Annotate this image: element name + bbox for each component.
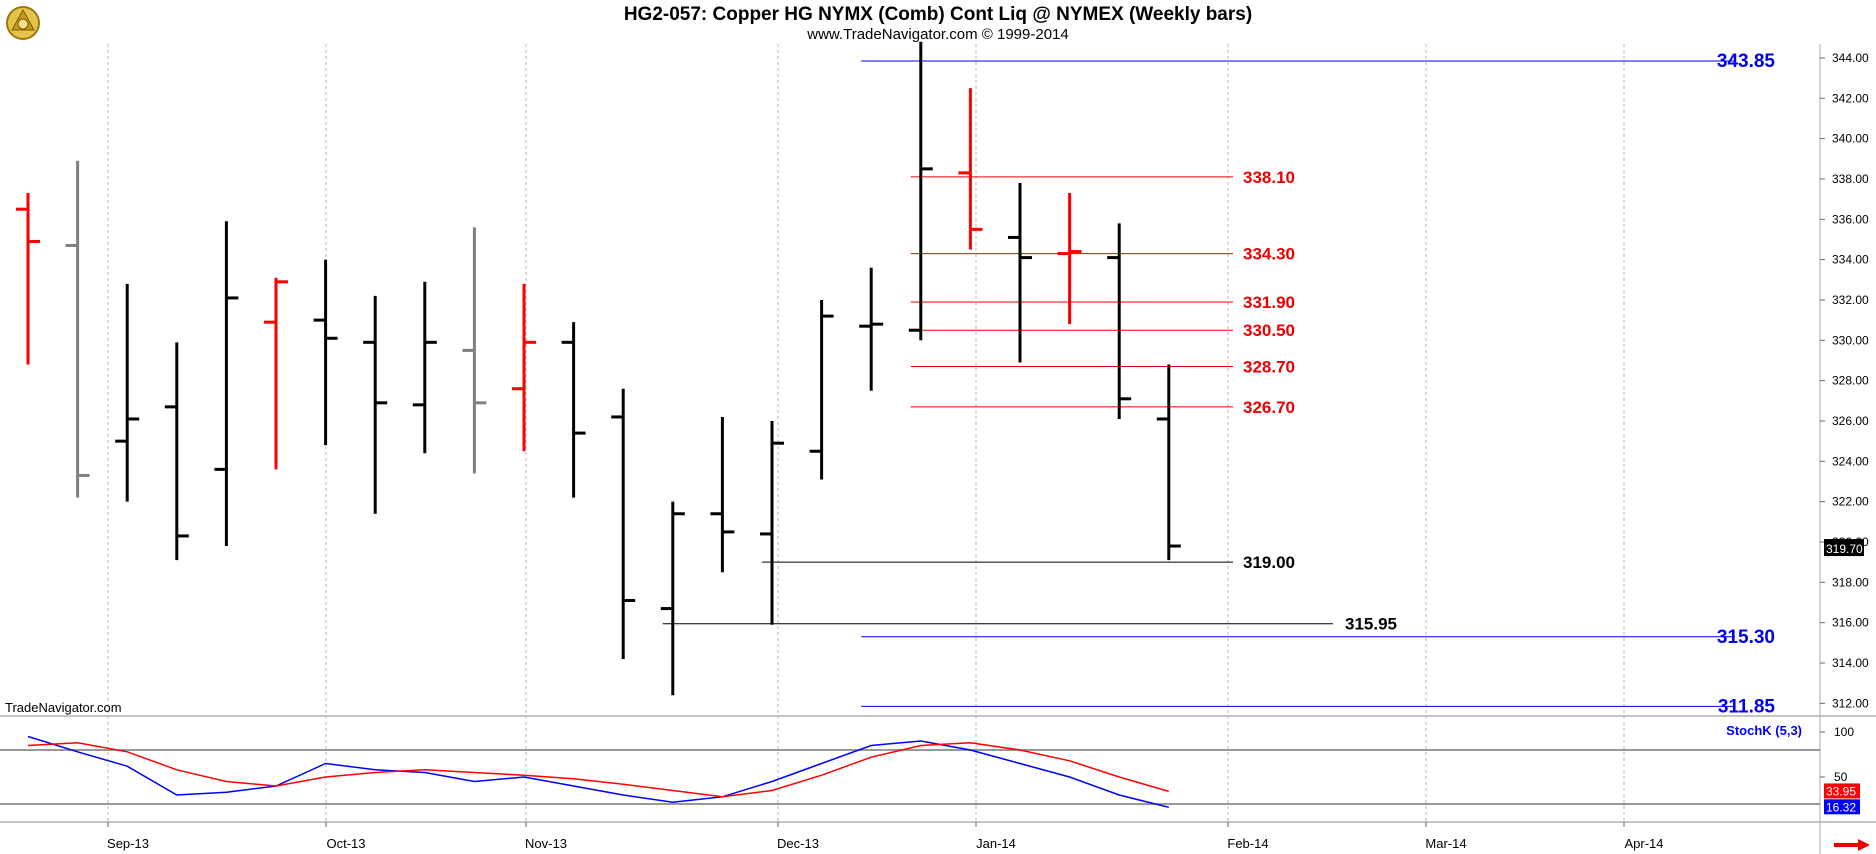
level-label: 326.70 — [1243, 398, 1295, 417]
level-label: 338.10 — [1243, 168, 1295, 187]
stoch-y-tick-label: 50 — [1834, 770, 1848, 784]
level-label: 311.85 — [1718, 696, 1775, 717]
stoch-y-tick-label: 100 — [1834, 725, 1854, 739]
stoch-k-line — [27, 735, 1169, 809]
y-tick-label: 330.00 — [1832, 333, 1869, 347]
price-panel-bg — [0, 44, 1876, 712]
x-tick-label: Sep-13 — [107, 836, 149, 851]
level-label: 315.95 — [1345, 615, 1397, 634]
level-label: 343.85 — [1717, 51, 1776, 72]
level-label: 334.30 — [1243, 245, 1295, 264]
level-label: 319.00 — [1243, 553, 1295, 572]
last-price-label: 319.70 — [1826, 542, 1863, 556]
y-tick-label: 344.00 — [1832, 51, 1869, 65]
stoch-k-value-tag — [1824, 799, 1860, 815]
chart-subtitle: www.TradeNavigator.com © 1999-2014 — [807, 26, 1069, 43]
stoch-k-value-label: 16.32 — [1826, 800, 1856, 814]
y-tick-label: 332.00 — [1832, 293, 1869, 307]
stoch-d-line — [27, 742, 1170, 798]
y-tick-label: 322.00 — [1832, 495, 1869, 509]
x-tick-label: Oct-13 — [326, 836, 365, 851]
level-label: 330.50 — [1243, 321, 1295, 340]
y-tick-label: 314.00 — [1832, 656, 1869, 670]
y-tick-label: 326.00 — [1832, 414, 1869, 428]
y-tick-label: 318.00 — [1832, 575, 1869, 589]
x-tick-label: Jan-14 — [976, 836, 1016, 851]
stoch-title: StochK (5,3) — [1726, 723, 1802, 738]
stoch-d-value-tag — [1824, 783, 1860, 799]
x-tick-label: Feb-14 — [1227, 836, 1268, 851]
y-tick-label: 324.00 — [1832, 454, 1869, 468]
level-label: 331.90 — [1243, 293, 1295, 312]
x-tick-label: Mar-14 — [1425, 836, 1466, 851]
y-tick-label: 336.00 — [1832, 212, 1869, 226]
chart-title: HG2-057: Copper HG NYMX (Comb) Cont Liq … — [623, 4, 1253, 25]
y-tick-label: 328.00 — [1832, 374, 1869, 388]
stoch-d-value-label: 33.95 — [1826, 784, 1856, 798]
level-label: 315.30 — [1717, 627, 1775, 648]
x-tick-label: Apr-14 — [1624, 836, 1663, 851]
y-tick-label: 334.00 — [1832, 253, 1869, 267]
y-tick-label: 312.00 — [1832, 696, 1869, 710]
tradenavigator-logo-icon — [6, 6, 40, 40]
x-tick-label: Dec-13 — [777, 836, 819, 851]
scroll-right-arrow-icon[interactable] — [1832, 838, 1872, 852]
y-tick-label: 338.00 — [1832, 172, 1869, 186]
watermark: TradeNavigator.com — [5, 700, 122, 715]
y-tick-label: 316.00 — [1832, 616, 1869, 630]
y-tick-label: 340.00 — [1832, 132, 1869, 146]
level-label: 328.70 — [1243, 358, 1295, 377]
last-price-tag — [1824, 539, 1864, 557]
x-tick-label: Nov-13 — [525, 836, 567, 851]
y-tick-label: 342.00 — [1832, 91, 1869, 105]
